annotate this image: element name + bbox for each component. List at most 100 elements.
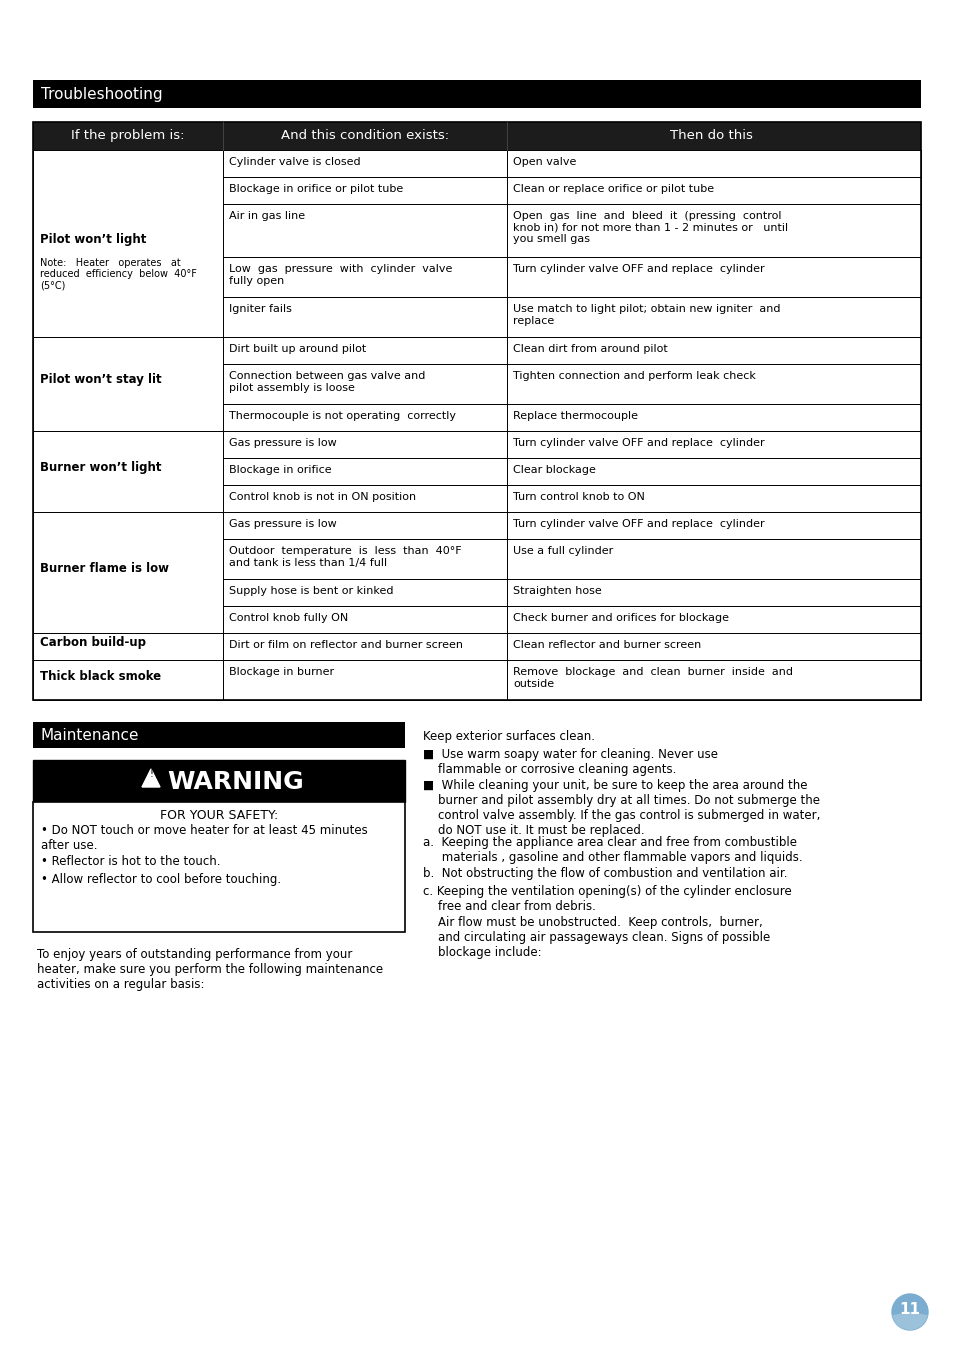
Text: Open valve: Open valve	[513, 157, 576, 167]
Text: 11: 11	[899, 1301, 920, 1316]
Text: If the problem is:: If the problem is:	[71, 130, 185, 142]
Bar	[33, 660, 223, 701]
Text: • Allow reflector to cool before touching.: • Allow reflector to cool before touchin…	[41, 873, 281, 886]
Text: Burner won’t light: Burner won’t light	[40, 460, 161, 474]
Text: Clean or replace orifice or pilot tube: Clean or replace orifice or pilot tube	[513, 184, 714, 194]
Text: Use match to light pilot; obtain new igniter  and
replace: Use match to light pilot; obtain new ign…	[513, 304, 780, 325]
Bar	[223, 150, 506, 177]
Bar	[223, 485, 506, 512]
Bar	[33, 760, 405, 802]
Text: Air in gas line: Air in gas line	[229, 211, 305, 221]
Text: a.  Keeping the appliance area clear and free from combustible
     materials , : a. Keeping the appliance area clear and …	[422, 836, 801, 864]
Bar	[33, 338, 223, 431]
Bar	[223, 633, 506, 660]
Text: Burner flame is low: Burner flame is low	[40, 562, 169, 575]
Text: Supply hose is bent or kinked: Supply hose is bent or kinked	[229, 586, 393, 595]
Text: Turn control knob to ON: Turn control knob to ON	[513, 491, 644, 502]
Bar	[33, 633, 223, 660]
Bar	[506, 512, 920, 539]
Text: Turn cylinder valve OFF and replace  cylinder: Turn cylinder valve OFF and replace cyli…	[513, 265, 763, 274]
Text: Turn cylinder valve OFF and replace  cylinder: Turn cylinder valve OFF and replace cyli…	[513, 518, 763, 529]
Text: Dirt or film on reflector and burner screen: Dirt or film on reflector and burner scr…	[229, 640, 462, 649]
Bar	[223, 297, 506, 338]
Text: Clear blockage: Clear blockage	[513, 464, 596, 475]
Bar	[223, 660, 506, 701]
Bar	[506, 633, 920, 660]
Text: Then do this: Then do this	[670, 130, 757, 142]
Bar	[506, 458, 920, 485]
Bar	[506, 579, 920, 606]
Bar	[33, 512, 223, 633]
Text: Pilot won’t stay lit: Pilot won’t stay lit	[40, 374, 161, 386]
Text: Cylinder valve is closed: Cylinder valve is closed	[229, 157, 360, 167]
Text: Use a full cylinder: Use a full cylinder	[513, 545, 613, 556]
Bar	[506, 539, 920, 579]
Text: Thick black smoke: Thick black smoke	[40, 670, 161, 683]
Text: c. Keeping the ventilation opening(s) of the cylinder enclosure
    free and cle: c. Keeping the ventilation opening(s) of…	[422, 886, 791, 913]
Text: • Reflector is hot to the touch.: • Reflector is hot to the touch.	[41, 855, 220, 868]
Text: Blockage in burner: Blockage in burner	[229, 667, 334, 676]
Text: FOR YOUR SAFETY:: FOR YOUR SAFETY:	[160, 809, 278, 822]
Text: Pilot won’t light: Pilot won’t light	[40, 234, 146, 246]
Bar	[506, 204, 920, 256]
Bar	[33, 802, 405, 932]
Text: Air flow must be unobstructed.  Keep controls,  burner,
    and circulating air : Air flow must be unobstructed. Keep cont…	[422, 917, 769, 958]
Text: Blockage in orifice or pilot tube: Blockage in orifice or pilot tube	[229, 184, 403, 194]
Bar	[223, 177, 506, 204]
Bar	[223, 431, 506, 458]
Bar	[33, 150, 223, 338]
Text: Outdoor  temperature  is  less  than  40°F
and tank is less than 1/4 full: Outdoor temperature is less than 40°F an…	[229, 545, 461, 567]
Text: Keep exterior surfaces clean.: Keep exterior surfaces clean.	[422, 730, 595, 742]
Text: Open  gas  line  and  bleed  it  (pressing  control
knob in) for not more than 1: Open gas line and bleed it (pressing con…	[513, 211, 787, 244]
Bar	[223, 204, 506, 256]
Text: b.  Not obstructing the flow of combustion and ventilation air.: b. Not obstructing the flow of combustio…	[422, 867, 786, 880]
Bar	[506, 150, 920, 177]
Bar	[223, 404, 506, 431]
Bar	[506, 364, 920, 404]
Text: Gas pressure is low: Gas pressure is low	[229, 518, 336, 529]
Text: Note:   Heater   operates   at
reduced  efficiency  below  40°F
(5°C): Note: Heater operates at reduced efficie…	[40, 258, 196, 290]
Text: And this condition exists:: And this condition exists:	[280, 130, 449, 142]
Bar	[506, 404, 920, 431]
Text: Blockage in orifice: Blockage in orifice	[229, 464, 332, 475]
Text: • Do NOT touch or move heater for at least 45 minutes
after use.: • Do NOT touch or move heater for at lea…	[41, 824, 367, 852]
Bar	[506, 660, 920, 701]
Bar	[506, 256, 920, 297]
Text: Dirt built up around pilot: Dirt built up around pilot	[229, 344, 366, 354]
Text: !: !	[149, 769, 152, 779]
Bar	[33, 431, 223, 512]
Text: Maintenance: Maintenance	[41, 728, 139, 743]
Bar	[33, 122, 920, 150]
Bar	[223, 606, 506, 633]
Bar	[506, 177, 920, 204]
Wedge shape	[891, 1312, 926, 1330]
Text: Turn cylinder valve OFF and replace  cylinder: Turn cylinder valve OFF and replace cyli…	[513, 437, 763, 448]
Text: Control knob is not in ON position: Control knob is not in ON position	[229, 491, 416, 502]
Text: Remove  blockage  and  clean  burner  inside  and
outside: Remove blockage and clean burner inside …	[513, 667, 792, 688]
Text: Tighten connection and perform leak check: Tighten connection and perform leak chec…	[513, 371, 755, 381]
Text: To enjoy years of outstanding performance from your
heater, make sure you perfor: To enjoy years of outstanding performanc…	[37, 948, 383, 991]
Text: Low  gas  pressure  with  cylinder  valve
fully open: Low gas pressure with cylinder valve ful…	[229, 265, 452, 286]
Bar	[33, 80, 920, 108]
Text: Control knob fully ON: Control knob fully ON	[229, 613, 348, 622]
Text: Straighten hose: Straighten hose	[513, 586, 601, 595]
Text: Check burner and orifices for blockage: Check burner and orifices for blockage	[513, 613, 728, 622]
Circle shape	[891, 1295, 927, 1330]
Text: ■  While cleaning your unit, be sure to keep the area around the
    burner and : ■ While cleaning your unit, be sure to k…	[422, 779, 820, 837]
Bar	[506, 431, 920, 458]
Bar	[506, 338, 920, 364]
Bar	[506, 485, 920, 512]
Bar	[223, 364, 506, 404]
Bar	[223, 539, 506, 579]
Text: Clean reflector and burner screen: Clean reflector and burner screen	[513, 640, 700, 649]
Text: Gas pressure is low: Gas pressure is low	[229, 437, 336, 448]
Text: Clean dirt from around pilot: Clean dirt from around pilot	[513, 344, 667, 354]
Bar	[223, 512, 506, 539]
Text: Igniter fails: Igniter fails	[229, 304, 292, 315]
Bar	[506, 297, 920, 338]
Bar	[223, 256, 506, 297]
Text: Troubleshooting: Troubleshooting	[41, 86, 162, 103]
Polygon shape	[142, 769, 160, 787]
Text: Thermocouple is not operating  correctly: Thermocouple is not operating correctly	[229, 410, 456, 421]
Bar	[33, 122, 920, 701]
